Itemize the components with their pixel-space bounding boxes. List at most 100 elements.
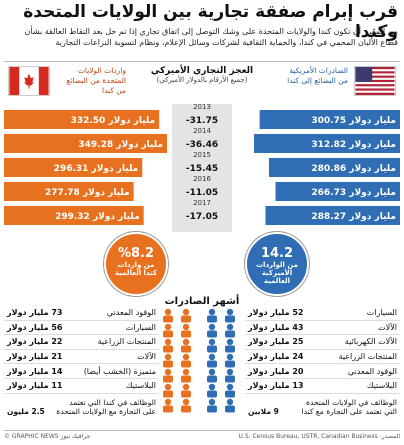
deficit-label: -31.75 bbox=[186, 116, 218, 126]
product-value: 52 مليار دولار bbox=[248, 308, 304, 318]
worker-icon bbox=[226, 383, 234, 391]
worker-icon bbox=[182, 398, 190, 406]
table-row: 56 مليار دولار السيارات bbox=[4, 321, 159, 336]
worker-icon bbox=[163, 360, 173, 368]
product-name: المنتجات الزراعية bbox=[338, 352, 397, 362]
worker-icon bbox=[181, 345, 191, 353]
us-bar-label: 280.86 مليار دولار bbox=[311, 164, 396, 174]
product-value: 25 مليار دولار bbox=[248, 337, 304, 347]
worker-icon bbox=[225, 345, 235, 353]
table-row: 21 مليار دولار الآلات bbox=[4, 350, 159, 365]
table-row: 73 مليار دولار الوقود المعدني bbox=[4, 306, 159, 321]
worker-icon bbox=[208, 338, 216, 346]
product-name: الوقود المعدني bbox=[347, 366, 397, 376]
canada-bar-label: 296.31 مليار دولار bbox=[54, 164, 139, 174]
canada-share-value: %8.2 bbox=[117, 246, 155, 261]
deficit-title: العجز التجاري الأميركي bbox=[150, 66, 254, 76]
table-row: 22 مليار دولار المنتجات الزراعية bbox=[4, 335, 159, 350]
worker-icon bbox=[225, 360, 235, 368]
us-export-bar bbox=[265, 206, 400, 225]
canada-top-exports: 73 مليار دولار الوقود المعدني 56 مليار دو… bbox=[4, 306, 159, 394]
product-name: المنتجات الزراعية bbox=[97, 337, 156, 347]
canada-export-bar bbox=[4, 134, 167, 153]
us-bar-label: 288.27 مليار دولار bbox=[311, 212, 396, 222]
trade-chart: 300.75 مليار دولار 332.50 مليار دولار 2013… bbox=[4, 103, 400, 232]
deficit-label: -15.45 bbox=[186, 164, 218, 174]
intro-text: من المقرر أن تكون كندا والولايات المتحدة… bbox=[24, 27, 398, 47]
product-name: السيارات bbox=[125, 322, 156, 332]
product-name: البلاستيك bbox=[125, 381, 156, 391]
deficit-header: العجز التجاري الأميركي (جميع الأرقام بال… bbox=[128, 66, 276, 84]
us-jobs-value: 9 ملايين bbox=[248, 407, 279, 416]
us-share-label: من الواردات الأميركية العالمية bbox=[256, 261, 298, 285]
worker-icon bbox=[208, 308, 216, 316]
worker-icon bbox=[181, 330, 191, 338]
worker-icon bbox=[164, 353, 172, 361]
worker-icon bbox=[163, 405, 173, 413]
year-label: 2013 bbox=[193, 103, 211, 111]
worker-icon bbox=[163, 330, 173, 338]
us-export-bar bbox=[268, 158, 400, 177]
us-bar-label: 300.75 مليار دولار bbox=[311, 116, 396, 126]
product-value: 56 مليار دولار bbox=[7, 322, 63, 332]
worker-icon bbox=[164, 323, 172, 331]
year-label: 2016 bbox=[193, 175, 211, 183]
footer: © GRAPHIC NEWS جرافيك نيوز المصدر: U.S. … bbox=[4, 430, 400, 440]
table-row: 13 مليار دولار البلاستيك bbox=[245, 379, 400, 394]
page-title: قرب إبرام صفقة تجارية بين الولايات المتح… bbox=[23, 2, 398, 42]
canada-export-bar bbox=[4, 110, 160, 129]
worker-icon bbox=[181, 360, 191, 368]
worker-icon bbox=[163, 375, 173, 383]
us-top-exports: 52 مليار دولار السيارات 43 مليار دولار الآ… bbox=[245, 306, 400, 394]
us-bar-label: 266.73 مليار دولار bbox=[311, 188, 396, 198]
product-name: الآلات bbox=[137, 352, 156, 362]
table-row: 25 مليار دولار الآلات الكهربائية bbox=[245, 335, 400, 350]
us-share-bubble: 14.2 من الواردات الأميركية العالمية bbox=[245, 232, 309, 296]
canada-bar-label: 332.50 مليار دولار bbox=[71, 116, 156, 126]
worker-icon bbox=[181, 390, 191, 398]
worker-icon bbox=[164, 308, 172, 316]
worker-icon bbox=[208, 398, 216, 406]
worker-icon bbox=[226, 308, 234, 316]
table-row: 43 مليار دولار الآلات bbox=[245, 321, 400, 336]
deficit-label: -36.46 bbox=[186, 140, 218, 150]
us-share-value: 14.2 bbox=[260, 246, 294, 261]
worker-icon bbox=[164, 368, 172, 376]
product-value: 20 مليار دولار bbox=[248, 366, 304, 376]
worker-icon bbox=[181, 405, 191, 413]
worker-icon bbox=[226, 353, 234, 361]
us-exports-header: الصادرات الأمريكية من البضائع إلى كندا bbox=[287, 66, 348, 85]
canada-bar-label: 349.28 مليار دولار bbox=[78, 140, 163, 150]
worker-icon bbox=[164, 383, 172, 391]
worker-icon bbox=[164, 398, 172, 406]
product-value: 14 مليار دولار bbox=[7, 366, 63, 376]
us-export-bar bbox=[275, 182, 400, 201]
canada-export-bar bbox=[4, 182, 134, 201]
worker-icon bbox=[182, 353, 190, 361]
canada-exports-header: واردات الولايات المتحدة من البضائع من كن… bbox=[66, 66, 126, 95]
credit: © GRAPHIC NEWS جرافيك نيوز bbox=[4, 433, 91, 440]
worker-icon bbox=[182, 383, 190, 391]
table-row: 11 مليار دولار البلاستيك bbox=[4, 379, 159, 394]
product-value: 11 مليار دولار bbox=[7, 381, 63, 391]
worker-icon bbox=[181, 375, 191, 383]
worker-icon bbox=[164, 338, 172, 346]
product-name: الآلات bbox=[378, 322, 397, 332]
worker-icon bbox=[182, 368, 190, 376]
worker-icon bbox=[207, 345, 217, 353]
top-exports-title: أشهر الصادرات bbox=[164, 296, 240, 307]
table-row: 20 مليار دولار الوقود المعدني bbox=[245, 364, 400, 379]
worker-icon bbox=[208, 383, 216, 391]
us-jobs-label: الوظائف في الولايات المتحدة التي تعتمد ع… bbox=[301, 398, 397, 416]
year-label: 2015 bbox=[193, 151, 211, 159]
source: المصدر: U.S. Census Bureau, USTR, Canadi… bbox=[238, 433, 400, 440]
canada-jobs-value: 2.5 مليون bbox=[7, 407, 45, 416]
table-row: 14 مليار دولار متميزة (الخشب أيضا) bbox=[4, 364, 159, 379]
product-name: البلاستيك bbox=[366, 381, 397, 391]
worker-icon bbox=[226, 338, 234, 346]
table-row: 24 مليار دولار المنتجات الزراعية bbox=[245, 350, 400, 365]
worker-icon bbox=[225, 390, 235, 398]
us-export-bar bbox=[259, 110, 400, 129]
worker-icon bbox=[208, 323, 216, 331]
